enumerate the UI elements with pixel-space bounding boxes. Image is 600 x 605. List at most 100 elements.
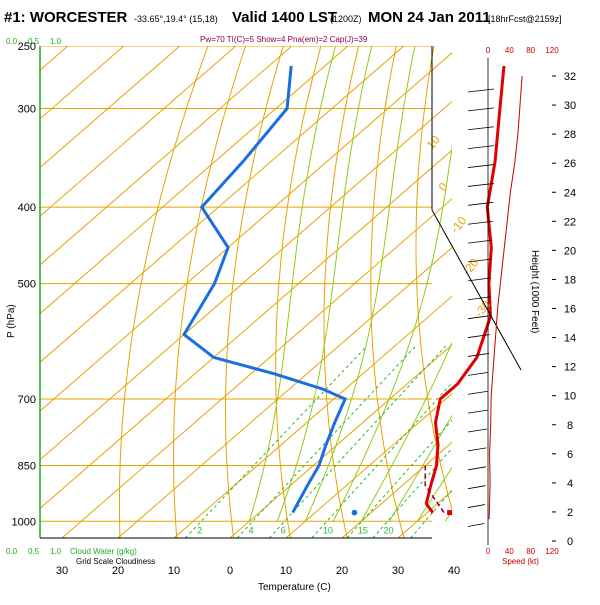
height-tick-label: 20 <box>564 245 576 257</box>
grid-layer: 2 4 6 10 15 20 <box>0 46 600 538</box>
mixing-ratio-label: 6 <box>281 525 286 535</box>
mixing-ratio-label: 15 <box>358 525 368 535</box>
speed-axis-label: Speed (kt) <box>502 557 539 566</box>
mixing-ratio-line <box>372 447 452 538</box>
height-tick-label: 26 <box>564 158 576 170</box>
wind-speed-line <box>488 75 523 520</box>
valid-time: Valid 1400 LST <box>232 9 337 26</box>
frame-right <box>431 46 522 371</box>
wind-barb <box>467 201 494 206</box>
speed-tick-top: 40 <box>505 46 514 55</box>
wind-barb <box>467 390 489 395</box>
dry-adiabat-label: -20 <box>460 255 482 278</box>
wind-barb <box>467 277 492 282</box>
temperature-tick-label: 30 <box>56 565 68 577</box>
surface-temperature-marker <box>447 510 453 516</box>
dry-adiabat-line <box>173 46 247 538</box>
cloud-scale-bottom-0: 0.0 <box>6 547 18 556</box>
isotherm-line <box>40 46 405 364</box>
moist-adiabat-line <box>360 341 452 522</box>
wind-barb <box>467 183 494 187</box>
forecast-label: [18hrFcst@2159z] <box>488 14 562 24</box>
dry-adiabat-line <box>583 46 600 538</box>
mixing-ratio-line <box>268 345 447 538</box>
mixing-ratio-label: 20 <box>384 525 394 535</box>
dry-adiabat-line <box>370 46 405 538</box>
isotherm-line <box>0 46 12 538</box>
height-tick-label: 2 <box>567 507 573 519</box>
isotherm-line <box>510 46 600 538</box>
wind-barb <box>467 485 486 490</box>
pressure-tick-label: 850 <box>18 461 36 473</box>
wind-barb <box>467 523 485 527</box>
isotherm-line <box>173 295 452 538</box>
temperature-tick-label: 20 <box>112 565 124 577</box>
height-tick-label: 6 <box>567 449 573 461</box>
isotherm-line <box>40 52 452 412</box>
height-tick-label: 28 <box>564 129 576 141</box>
pressure-tick-label: 1000 <box>12 516 36 528</box>
isotherm-line <box>117 246 452 538</box>
y-axis-label: P (hPa) <box>6 304 17 338</box>
speed-tick-top: 120 <box>545 46 559 55</box>
isotherm-line <box>40 149 452 510</box>
wind-barb <box>467 353 490 357</box>
cloud-scale-top: 0.0 0.5 1.0 <box>6 37 62 46</box>
isotherm-line <box>40 100 452 461</box>
moist-adiabat-line <box>444 510 452 522</box>
pressure-tick-label: 400 <box>18 202 36 214</box>
cloud-scale-top-2: 1.0 <box>50 37 62 46</box>
utc-time: (1200Z) <box>330 14 362 24</box>
isotherm-line <box>229 344 452 538</box>
mixing-ratio-line <box>311 382 452 538</box>
wind-barb <box>467 409 488 414</box>
mixing-ratio-label: 2 <box>197 525 202 535</box>
speed-tick-bottom: 40 <box>505 547 514 556</box>
mixing-ratio-line <box>236 345 416 538</box>
cloud-scale-bottom: 0.0 0.5 1.0 Cloud Water (g/kg) Grid Scal… <box>6 547 155 566</box>
moist-adiabat-line <box>388 414 452 522</box>
temperature-tick-label: 30 <box>392 565 404 577</box>
temperature-tick-label: 20 <box>336 565 348 577</box>
wind-barb <box>467 466 487 471</box>
cloud-water-label: Cloud Water (g/kg) <box>70 547 137 556</box>
height-tick-label: 18 <box>564 274 576 286</box>
wind-barb <box>467 145 495 150</box>
pressure-tick-label: 250 <box>18 41 36 53</box>
mixing-ratio-label: 10 <box>323 525 333 535</box>
wind-barb <box>467 447 487 452</box>
moist-adiabat-line <box>304 46 416 522</box>
pressure-tick-label: 500 <box>18 279 36 291</box>
isotherm-line <box>40 46 293 266</box>
isotherm-line <box>40 46 237 217</box>
dry-adiabat-label: -10 <box>448 213 470 236</box>
height-tick-label: 10 <box>564 391 576 403</box>
height-tick-label: 12 <box>564 362 576 374</box>
wind-barb <box>467 126 495 131</box>
wind-barb <box>467 296 491 301</box>
isotherm-line <box>40 46 349 315</box>
profiles-layer <box>182 65 506 516</box>
moist-adiabat-line <box>276 46 373 522</box>
wind-barb <box>467 315 491 320</box>
height-tick-label: 4 <box>567 478 573 490</box>
speed-tick-top: 0 <box>486 46 491 55</box>
pressure-tick-label: 300 <box>18 104 36 116</box>
height-tick-label: 32 <box>564 71 576 83</box>
speed-tick-bottom: 80 <box>526 547 535 556</box>
height-tick-label: 14 <box>564 333 576 345</box>
wind-barb <box>467 428 488 433</box>
cloud-scale-bottom-1: 0.5 <box>28 547 40 556</box>
wind-barb <box>467 504 485 508</box>
wind-barb <box>467 107 495 112</box>
temperature-tick-label: 40 <box>448 565 460 577</box>
height-tick-label: 30 <box>564 100 576 112</box>
temperature-tick-label: 0 <box>227 565 233 577</box>
moist-adiabat-line <box>332 144 452 522</box>
pressure-tick-label: 700 <box>18 394 36 406</box>
temperature-line <box>424 65 506 514</box>
height-tick-label: 0 <box>567 536 573 548</box>
temperature-tick-label: 10 <box>168 565 180 577</box>
